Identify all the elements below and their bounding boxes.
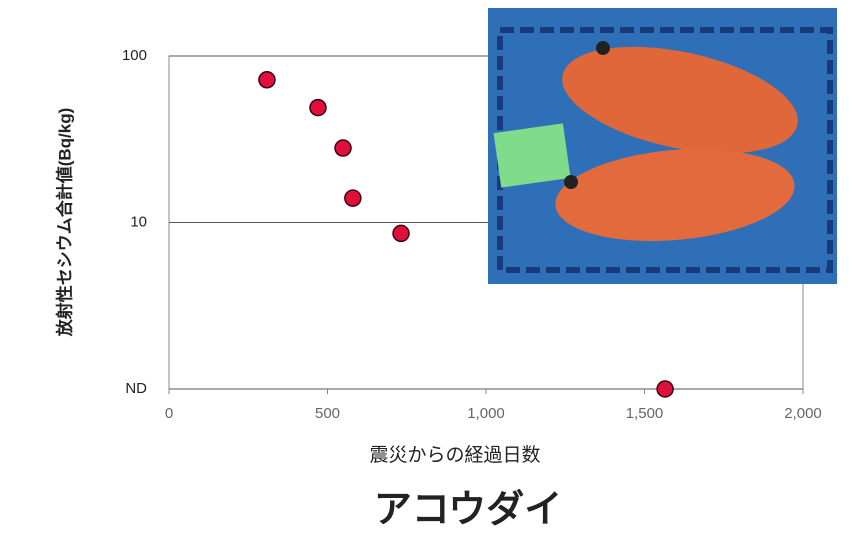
point xyxy=(656,380,674,398)
chart-title: アコウダイ xyxy=(374,489,562,531)
fish-eye xyxy=(596,41,610,55)
y-tick-label: 10 xyxy=(130,213,147,230)
x-tick-label: 1,500 xyxy=(626,405,664,422)
fish-photo xyxy=(488,8,837,284)
y-axis-label: 放射性セシウム合計値(Bq/kg) xyxy=(54,108,74,338)
point xyxy=(344,189,362,207)
x-tick-label: 500 xyxy=(315,405,340,422)
fish-eye xyxy=(564,175,578,189)
point xyxy=(392,224,410,243)
y-tick-label: ND xyxy=(125,380,147,397)
x-tick-label: 2,000 xyxy=(784,405,822,422)
tag xyxy=(493,123,571,188)
point xyxy=(334,139,352,157)
y-tick-label: 100 xyxy=(122,47,147,64)
x-axis-label: 震災からの経過日数 xyxy=(369,444,540,466)
point xyxy=(258,71,276,89)
fish xyxy=(555,148,795,242)
fish xyxy=(562,46,798,154)
x-tick-label: 1,000 xyxy=(467,405,505,422)
point xyxy=(309,98,327,117)
x-tick-label: 0 xyxy=(165,405,173,422)
